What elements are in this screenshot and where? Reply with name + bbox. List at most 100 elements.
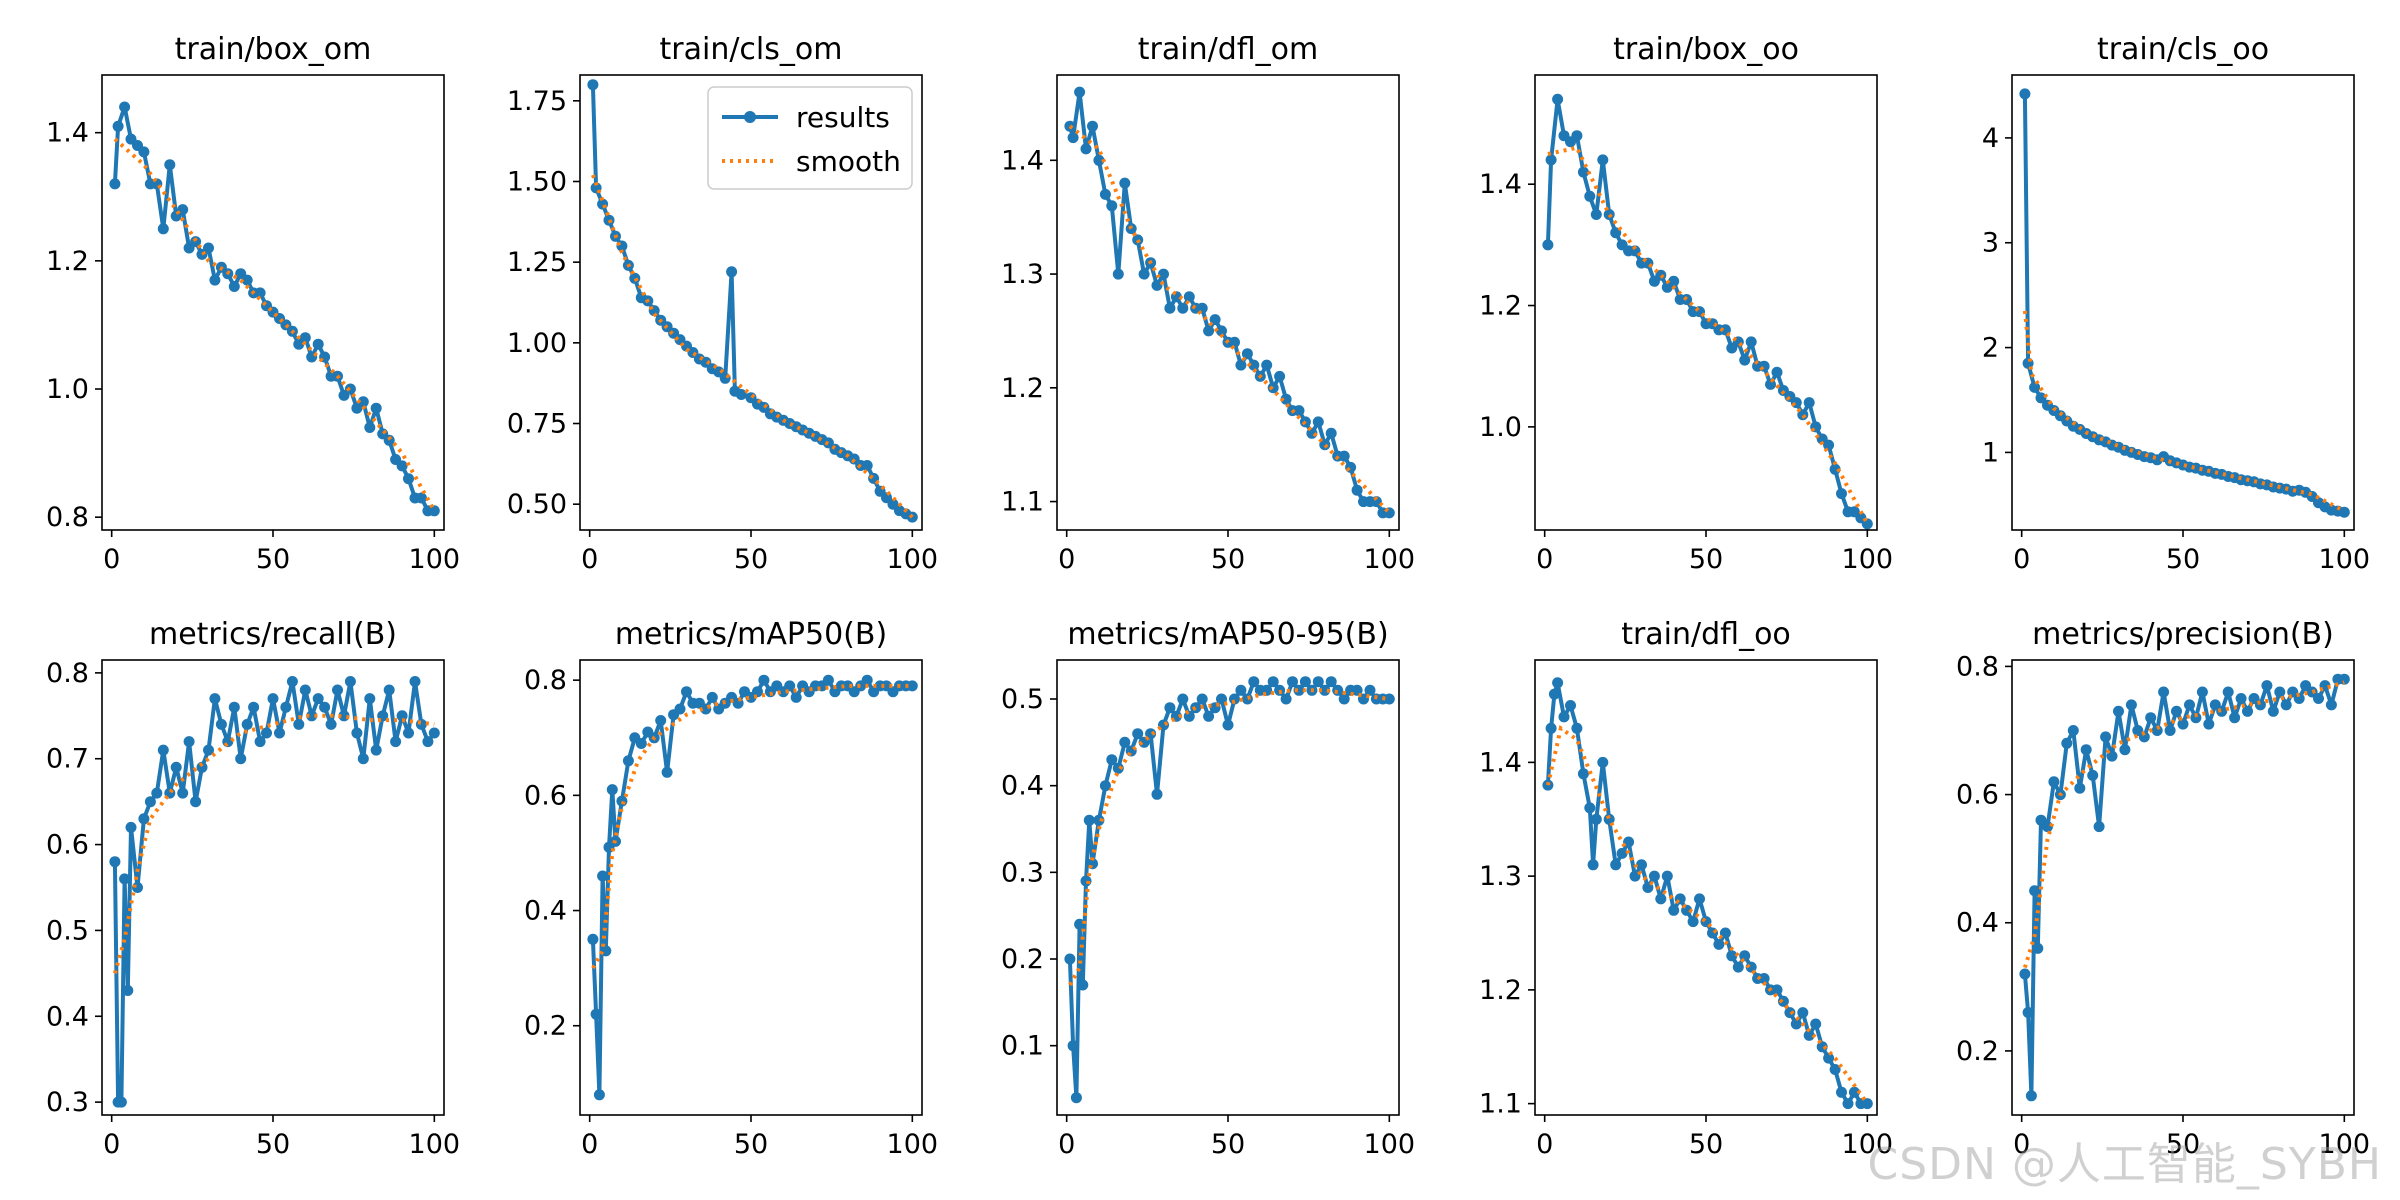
results-point xyxy=(357,396,369,408)
results-point xyxy=(2184,699,2195,711)
results-point xyxy=(1823,439,1835,451)
results-point xyxy=(115,1096,127,1108)
results-point xyxy=(597,870,609,882)
smooth-line xyxy=(2022,680,2345,969)
x-tick-label: 50 xyxy=(1211,1129,1245,1160)
subplot-6: metrics/recall(B) 0 50 100 0.3 0.4 0.5 0.6 0.7 0.… xyxy=(46,617,460,1160)
results-point xyxy=(2100,731,2112,743)
results-point xyxy=(1771,984,1783,996)
results-point xyxy=(1248,676,1260,688)
results-point xyxy=(332,684,343,696)
smooth-line xyxy=(1545,724,1869,1105)
y-tick-label: 0.3 xyxy=(1001,857,1044,888)
results-point xyxy=(2242,705,2253,717)
results-point xyxy=(1080,875,1092,887)
y-tick-label: 4 xyxy=(1982,123,1999,154)
x-tick-label: 100 xyxy=(409,1129,461,1160)
results-point xyxy=(183,736,195,748)
results-point xyxy=(2313,693,2324,704)
results-point xyxy=(1190,702,1202,714)
y-tick-label: 0.8 xyxy=(1956,651,1999,682)
subplot-title: train/box_oo xyxy=(1613,32,1799,67)
results-point xyxy=(2022,1007,2034,1018)
results-point xyxy=(1222,719,1234,731)
subplot-10: metrics/precision(B) 0 50 100 0.2 0.4 0.6 0.8 xyxy=(1956,617,2370,1160)
results-point xyxy=(2067,725,2079,736)
results-point xyxy=(1267,676,1279,688)
results-point xyxy=(138,813,150,825)
subplot-title: train/cls_om xyxy=(660,32,843,67)
results-point xyxy=(280,701,292,713)
results-point xyxy=(726,266,738,278)
results-point xyxy=(2280,699,2292,711)
results-point xyxy=(1797,1007,1809,1019)
results-point xyxy=(1093,814,1105,826)
results-point xyxy=(597,198,609,210)
results-point xyxy=(1655,893,1667,905)
results-point xyxy=(2196,686,2208,698)
y-tick-label: 0.2 xyxy=(1001,944,1044,975)
y-tick-label: 1.3 xyxy=(1001,259,1044,290)
results-point xyxy=(1158,268,1169,280)
results-point xyxy=(1661,870,1673,882)
results-point xyxy=(593,1089,605,1101)
results-point xyxy=(1229,693,1240,705)
results-point xyxy=(674,703,686,715)
results-point xyxy=(1597,756,1609,768)
results-point xyxy=(125,821,137,833)
results-point xyxy=(2190,712,2202,724)
results-point xyxy=(203,744,214,756)
results-point xyxy=(1106,200,1118,212)
subplot-title: metrics/mAP50-95(B) xyxy=(1067,617,1388,652)
results-point xyxy=(2274,686,2286,698)
legend-results-marker xyxy=(744,111,756,123)
subplot-3: train/dfl_om 0 50 100 1.1 1.2 1.3 1.4 xyxy=(1001,32,1415,575)
results-point xyxy=(2087,769,2099,781)
results-point xyxy=(1571,130,1583,142)
results-point xyxy=(1603,209,1615,220)
results-point xyxy=(299,684,311,696)
results-point xyxy=(274,727,285,739)
results-point xyxy=(1093,154,1105,166)
results-point xyxy=(1758,360,1770,372)
y-tick-label: 1.0 xyxy=(1479,412,1522,443)
results-point xyxy=(351,727,363,739)
x-tick-label: 100 xyxy=(1364,1129,1416,1160)
results-point xyxy=(1584,190,1596,202)
results-point xyxy=(248,701,260,713)
results-point xyxy=(1299,676,1311,688)
results-point xyxy=(415,718,427,730)
y-tick-label: 0.5 xyxy=(46,915,89,946)
y-tick-label: 0.1 xyxy=(1001,1031,1044,1062)
results-point xyxy=(2145,712,2157,724)
smooth-line xyxy=(113,137,437,512)
y-tick-label: 0.4 xyxy=(1956,908,1999,939)
results-point xyxy=(861,460,873,471)
legend-results-label: results xyxy=(796,101,890,134)
results-point xyxy=(254,287,266,299)
results-point xyxy=(2119,744,2131,756)
results-point xyxy=(1565,700,1576,711)
results-point xyxy=(203,242,214,254)
results-point xyxy=(157,223,169,235)
x-tick-label: 50 xyxy=(1689,1129,1723,1160)
smooth-line xyxy=(591,174,914,519)
results-point xyxy=(1545,154,1557,166)
results-point xyxy=(1616,847,1628,859)
results-point xyxy=(1119,736,1131,748)
results-point xyxy=(2080,744,2092,756)
results-point xyxy=(681,686,692,698)
smooth-line xyxy=(1068,124,1391,515)
y-tick-label: 0.4 xyxy=(46,1001,89,1032)
results-point xyxy=(732,697,744,709)
results-point xyxy=(2203,718,2215,730)
y-tick-label: 2 xyxy=(1982,333,1999,364)
x-tick-label: 50 xyxy=(2166,544,2200,575)
results-point xyxy=(2061,737,2073,749)
results-point xyxy=(2216,705,2228,717)
results-point xyxy=(1280,393,1292,405)
y-tick-label: 0.8 xyxy=(46,502,89,533)
results-point xyxy=(1112,762,1124,774)
axes-frame xyxy=(1534,74,1878,531)
results-point xyxy=(1823,1052,1835,1064)
